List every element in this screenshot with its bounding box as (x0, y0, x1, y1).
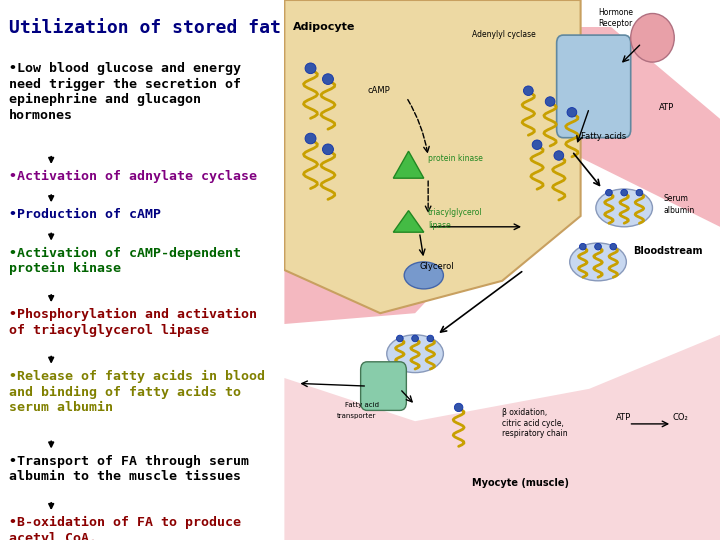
Text: Bloodstream: Bloodstream (633, 246, 703, 256)
Ellipse shape (397, 335, 403, 342)
Ellipse shape (621, 190, 628, 196)
Text: •Phosphorylation and activation
of triacylglycerol lipase: •Phosphorylation and activation of triac… (9, 308, 256, 337)
Polygon shape (393, 151, 424, 178)
Text: CO₂: CO₂ (672, 413, 688, 422)
Ellipse shape (454, 403, 463, 411)
Ellipse shape (570, 243, 626, 281)
Text: respiratory chain: respiratory chain (503, 429, 568, 438)
Ellipse shape (532, 140, 542, 150)
Ellipse shape (580, 244, 586, 250)
Ellipse shape (596, 189, 652, 227)
Text: albumin: albumin (663, 206, 695, 215)
Text: Hormone: Hormone (598, 8, 633, 17)
Text: protein kinase: protein kinase (428, 154, 483, 163)
FancyBboxPatch shape (361, 362, 406, 410)
FancyBboxPatch shape (557, 35, 631, 138)
Text: •Activation of adnylate cyclase: •Activation of adnylate cyclase (9, 170, 256, 183)
Text: cAMP: cAMP (367, 86, 390, 96)
Text: Glycerol: Glycerol (420, 262, 454, 271)
Polygon shape (284, 0, 580, 313)
Text: Myocyte (muscle): Myocyte (muscle) (472, 478, 569, 488)
Text: •Production of cAMP: •Production of cAMP (9, 208, 161, 221)
Ellipse shape (412, 335, 418, 342)
Ellipse shape (567, 107, 577, 117)
Ellipse shape (636, 190, 643, 196)
Ellipse shape (427, 335, 433, 342)
Ellipse shape (610, 244, 616, 250)
Ellipse shape (545, 97, 555, 106)
Text: •Low blood glucose and energy
need trigger the secretion of
epinephrine and gluc: •Low blood glucose and energy need trigg… (9, 62, 240, 122)
Text: •B-oxidation of FA to produce
acetyl CoA.: •B-oxidation of FA to produce acetyl CoA… (9, 516, 240, 540)
Text: transporter: transporter (337, 413, 376, 419)
Text: •Transport of FA through serum
albumin to the muscle tissues: •Transport of FA through serum albumin t… (9, 455, 248, 483)
Ellipse shape (631, 14, 674, 62)
Text: citric acid cycle,: citric acid cycle, (503, 418, 564, 428)
Text: ATP: ATP (659, 103, 674, 112)
Text: Fatty acid: Fatty acid (346, 402, 379, 408)
Ellipse shape (323, 74, 333, 84)
Text: •Activation of cAMP-dependent
protein kinase: •Activation of cAMP-dependent protein ki… (9, 247, 240, 275)
Text: Utilization of stored fat: Utilization of stored fat (9, 19, 280, 37)
Ellipse shape (305, 63, 316, 73)
Ellipse shape (595, 244, 601, 250)
Text: Fatty acids: Fatty acids (580, 132, 626, 141)
Ellipse shape (387, 335, 444, 373)
Text: Adipocyte: Adipocyte (293, 22, 356, 32)
Ellipse shape (554, 151, 564, 160)
Text: ATP: ATP (616, 413, 631, 422)
Ellipse shape (404, 262, 444, 289)
Text: lipase: lipase (428, 221, 451, 231)
Polygon shape (284, 335, 720, 540)
Text: β oxidation,: β oxidation, (503, 408, 547, 417)
Ellipse shape (523, 86, 534, 96)
Text: Receptor: Receptor (598, 19, 632, 28)
Ellipse shape (305, 133, 316, 144)
Text: •Release of fatty acids in blood
and binding of fatty acids to
serum albumin: •Release of fatty acids in blood and bin… (9, 370, 264, 414)
Text: Serum: Serum (663, 194, 688, 204)
Ellipse shape (606, 190, 612, 196)
Polygon shape (393, 211, 424, 232)
Text: Adenylyl cyclase: Adenylyl cyclase (472, 30, 536, 39)
Ellipse shape (323, 144, 333, 154)
Text: triacylglycerol: triacylglycerol (428, 208, 483, 217)
Polygon shape (284, 27, 720, 324)
